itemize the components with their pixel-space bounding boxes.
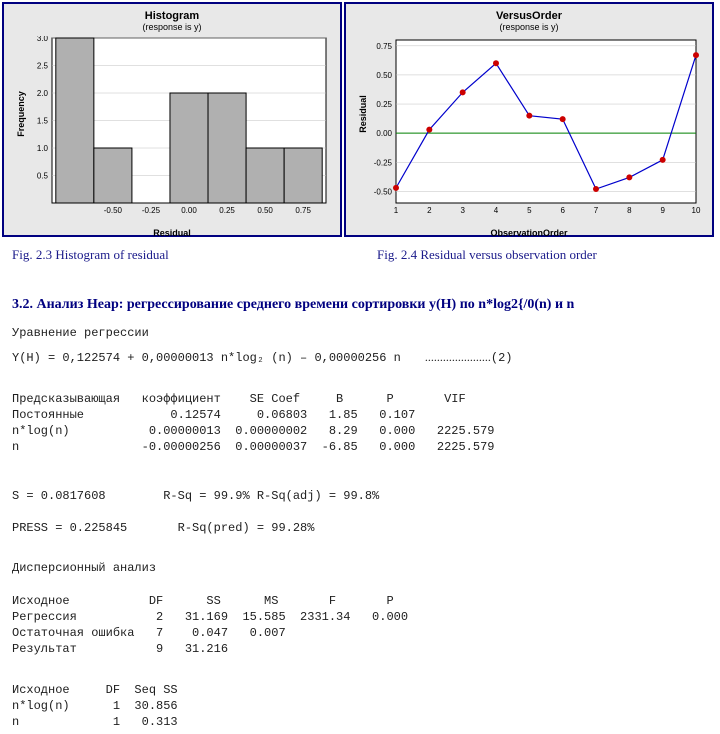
svg-text:3.0: 3.0 <box>37 36 49 43</box>
versusorder-plot: -0.50 -0.25 0.00 0.25 0.50 0.75 1 2 3 4 5 6 7 8 9 10 <box>346 36 706 221</box>
svg-text:3: 3 <box>460 206 465 215</box>
histogram-panel: Histogram (response is y) Frequency 0.5 1… <box>2 2 342 237</box>
svg-text:-0.50: -0.50 <box>374 187 393 196</box>
svg-text:-0.25: -0.25 <box>374 158 393 167</box>
seqss-block: Исходное DF Seq SS n*log(n) 1 30.856 n 1… <box>0 662 720 734</box>
captions-row: Fig. 2.3 Histogram of residual Fig. 2.4 … <box>0 239 720 267</box>
versusorder-ylabel: Residual <box>358 95 368 133</box>
svg-text:8: 8 <box>627 206 632 215</box>
svg-text:0.50: 0.50 <box>376 71 392 80</box>
eq-text: Y(H) = 0,122574 + 0,00000013 n*log₂ (n) … <box>12 351 401 365</box>
svg-text:-0.25: -0.25 <box>142 206 161 215</box>
svg-text:4: 4 <box>494 206 499 215</box>
svg-text:0.5: 0.5 <box>37 172 49 181</box>
histogram-xlabel: Residual <box>4 228 340 238</box>
anova-block: Дисперсионный анализ Исходное DF SS MS F… <box>0 540 720 661</box>
svg-text:0.25: 0.25 <box>376 100 392 109</box>
histogram-title: Histogram <box>4 10 340 22</box>
histogram-plot: 0.5 1.0 1.5 2.0 2.5 3.0 -0.50 -0.25 0.00 0.25 0.50… <box>4 36 334 221</box>
svg-text:10: 10 <box>692 206 701 215</box>
versusorder-panel: VersusOrder (response is y) Residual -0.… <box>344 2 714 237</box>
regression-eqlabel: Уравнение регрессии <box>0 321 720 345</box>
eq-num: (2) <box>491 351 513 365</box>
histogram-subtitle: (response is y) <box>4 22 340 32</box>
caption-right: Fig. 2.4 Residual versus observation ord… <box>352 247 708 263</box>
svg-text:0.00: 0.00 <box>181 206 197 215</box>
caption-left: Fig. 2.3 Histogram of residual <box>12 247 352 263</box>
svg-text:2.0: 2.0 <box>37 89 49 98</box>
versusorder-title: VersusOrder <box>346 10 712 22</box>
svg-text:1: 1 <box>394 206 399 215</box>
svg-text:2.5: 2.5 <box>37 62 49 71</box>
svg-text:6: 6 <box>560 206 565 215</box>
svg-text:0.50: 0.50 <box>257 206 273 215</box>
svg-text:9: 9 <box>660 206 665 215</box>
svg-text:1.5: 1.5 <box>37 117 49 126</box>
svg-text:5: 5 <box>527 206 532 215</box>
svg-text:0.75: 0.75 <box>295 206 311 215</box>
charts-row: Histogram (response is y) Frequency 0.5 1… <box>0 0 720 239</box>
svg-text:2: 2 <box>427 206 432 215</box>
versusorder-xlabel: ObservationOrder <box>346 228 712 238</box>
svg-text:0.25: 0.25 <box>219 206 235 215</box>
svg-text:7: 7 <box>594 206 599 215</box>
section-32-title: 3.2. Анализ Heap: регрессирование средне… <box>0 267 720 321</box>
regression-equation: Y(H) = 0,122574 + 0,00000013 n*log₂ (n) … <box>0 345 720 370</box>
histogram-ylabel: Frequency <box>16 91 26 137</box>
versusorder-subtitle: (response is y) <box>346 22 712 32</box>
svg-text:1.0: 1.0 <box>37 144 49 153</box>
regression-block: Предсказывающая коэффициент SE Coef B P … <box>0 370 720 540</box>
svg-text:0.00: 0.00 <box>376 129 392 138</box>
svg-text:0.75: 0.75 <box>376 42 392 51</box>
svg-text:-0.50: -0.50 <box>104 206 123 215</box>
